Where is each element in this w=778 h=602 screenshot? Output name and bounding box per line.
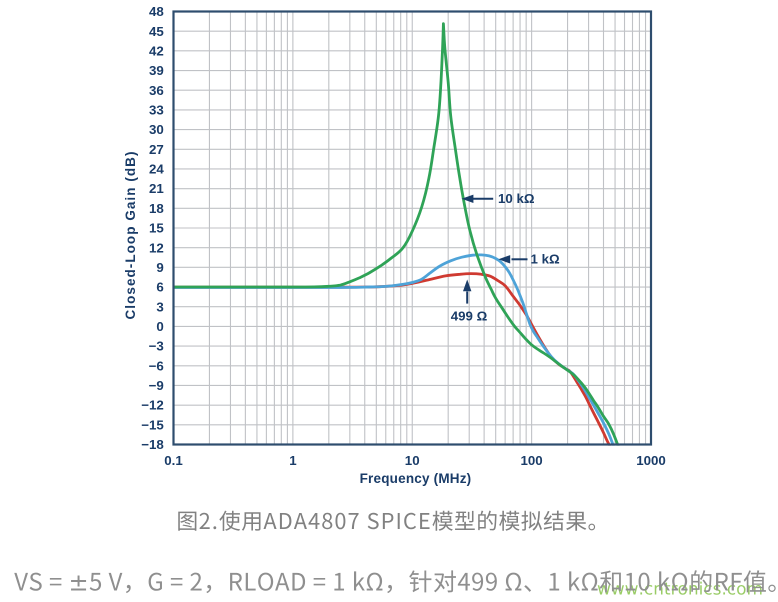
svg-text:12: 12	[149, 240, 164, 255]
svg-text:6: 6	[156, 280, 163, 295]
svg-text:1000: 1000	[636, 453, 666, 468]
svg-text:100: 100	[521, 453, 543, 468]
svg-text:10: 10	[405, 453, 420, 468]
svg-text:21: 21	[149, 181, 164, 196]
svg-text:27: 27	[149, 142, 164, 157]
svg-text:−3: −3	[149, 339, 164, 354]
svg-text:33: 33	[149, 103, 164, 118]
svg-text:−12: −12	[141, 398, 164, 413]
svg-text:10 kΩ: 10 kΩ	[498, 191, 535, 206]
svg-text:Closed-Loop Gain (dB): Closed-Loop Gain (dB)	[123, 150, 138, 319]
svg-text:−9: −9	[149, 378, 164, 393]
svg-text:1 kΩ: 1 kΩ	[531, 252, 560, 267]
svg-text:9: 9	[156, 260, 163, 275]
svg-text:42: 42	[149, 44, 164, 59]
svg-text:45: 45	[149, 24, 164, 39]
svg-text:48: 48	[149, 4, 164, 19]
svg-text:0: 0	[156, 319, 163, 334]
svg-text:15: 15	[149, 221, 164, 236]
svg-text:−6: −6	[149, 358, 164, 373]
svg-text:−15: −15	[141, 417, 164, 432]
svg-text:3: 3	[156, 299, 163, 314]
svg-text:24: 24	[149, 162, 164, 177]
svg-text:499 Ω: 499 Ω	[451, 309, 488, 324]
svg-text:36: 36	[149, 83, 164, 98]
svg-text:18: 18	[149, 201, 164, 216]
svg-text:0.1: 0.1	[164, 453, 183, 468]
svg-text:Frequency (MHz): Frequency (MHz)	[360, 471, 472, 486]
svg-text:1: 1	[289, 453, 297, 468]
svg-text:30: 30	[149, 122, 164, 137]
svg-text:−18: −18	[141, 437, 164, 452]
svg-text:39: 39	[149, 63, 164, 78]
